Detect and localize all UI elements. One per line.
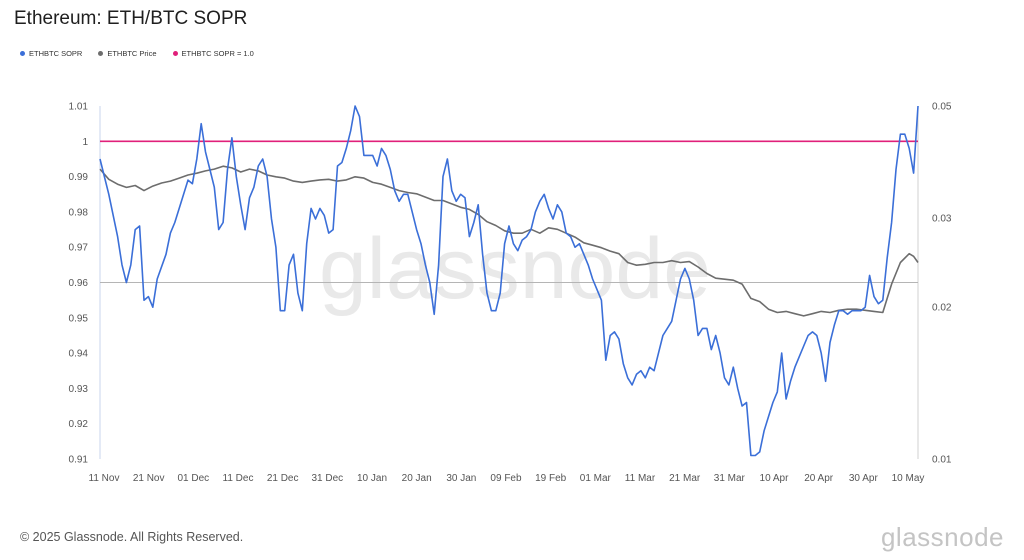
y-left-tick-label: 0.99 (69, 172, 89, 183)
x-tick-label: 30 Apr (849, 473, 879, 484)
x-tick-label: 21 Mar (669, 473, 701, 484)
legend-item-price[interactable]: ETHBTC Price (98, 49, 157, 58)
x-tick-label: 11 Nov (89, 473, 120, 484)
y-left-tick-label: 0.91 (69, 455, 89, 466)
legend-dot-sopr (20, 51, 25, 56)
x-tick-label: 19 Feb (535, 473, 567, 484)
x-tick-label: 21 Nov (133, 473, 165, 484)
x-tick-label: 01 Mar (580, 473, 612, 484)
x-tick-label: 09 Feb (490, 473, 522, 484)
legend-item-sopr[interactable]: ETHBTC SOPR (20, 49, 82, 58)
x-tick-label: 10 Jan (357, 473, 387, 484)
series-ethbtc-sopr (99, 105, 919, 457)
legend-label-price: ETHBTC Price (107, 49, 157, 58)
x-tick-label: 11 Mar (625, 473, 656, 484)
y-axis-right: 0.05 0.03 0.02 0.01 (917, 102, 952, 466)
y-left-tick-label: 0.98 (69, 207, 89, 218)
x-axis: 11 Nov 21 Nov 01 Dec 11 Dec 21 Dec 31 Dec 10 J… (89, 473, 925, 484)
legend-item-threshold[interactable]: ETHBTC SOPR = 1.0 (172, 49, 254, 58)
y-axis-left: 1.01 1 0.99 0.98 0.97 0.96 0.95 0.94 0.93 0.92 0.9… (69, 102, 101, 466)
x-tick-label: 10 May (892, 473, 925, 484)
brand-logo: glassnode (880, 522, 1004, 552)
x-tick-label: 20 Jan (402, 473, 432, 484)
y-left-tick-label: 0.94 (69, 349, 89, 360)
chart-area: glassnode 1.01 1 0.99 0.98 0.97 0.96 0.95 0.94 0… (69, 102, 952, 485)
series-ethbtc-price (99, 165, 919, 317)
y-left-tick-label: 1 (82, 137, 88, 148)
y-left-tick-label: 0.93 (69, 384, 89, 395)
chart-title: Ethereum: ETH/BTC SOPR (14, 8, 248, 29)
y-left-tick-label: 0.96 (69, 278, 89, 289)
copyright-notice: © 2025 Glassnode. All Rights Reserved. (20, 530, 244, 544)
x-tick-label: 31 Mar (714, 473, 746, 484)
legend-label-sopr: ETHBTC SOPR (29, 49, 83, 58)
y-left-tick-label: 0.97 (69, 243, 89, 254)
x-tick-label: 10 Apr (760, 473, 790, 484)
legend-dot-price (98, 51, 104, 56)
x-tick-label: 20 Apr (804, 473, 834, 484)
y-right-tick-label: 0.03 (932, 214, 952, 225)
legend: ETHBTC SOPR ETHBTC Price ETHBTC SOPR = 1… (20, 49, 254, 58)
y-right-tick-label: 0.02 (932, 302, 952, 313)
x-tick-label: 01 Dec (177, 473, 209, 484)
y-left-tick-label: 0.95 (69, 313, 89, 324)
x-tick-label: 21 Dec (267, 473, 299, 484)
reference-lines (100, 140, 918, 283)
watermark: glassnode (319, 221, 711, 317)
y-left-tick-label: 0.92 (69, 419, 89, 430)
series-layer (99, 105, 919, 457)
y-right-tick-label: 0.05 (932, 102, 952, 113)
x-tick-label: 31 Dec (311, 473, 343, 484)
x-tick-label: 11 Dec (223, 473, 254, 484)
x-tick-label: 30 Jan (446, 473, 476, 484)
legend-label-threshold: ETHBTC SOPR = 1.0 (181, 49, 254, 58)
y-right-tick-label: 0.01 (932, 455, 952, 466)
legend-dot-threshold (172, 51, 178, 56)
y-left-tick-label: 1.01 (69, 102, 89, 113)
